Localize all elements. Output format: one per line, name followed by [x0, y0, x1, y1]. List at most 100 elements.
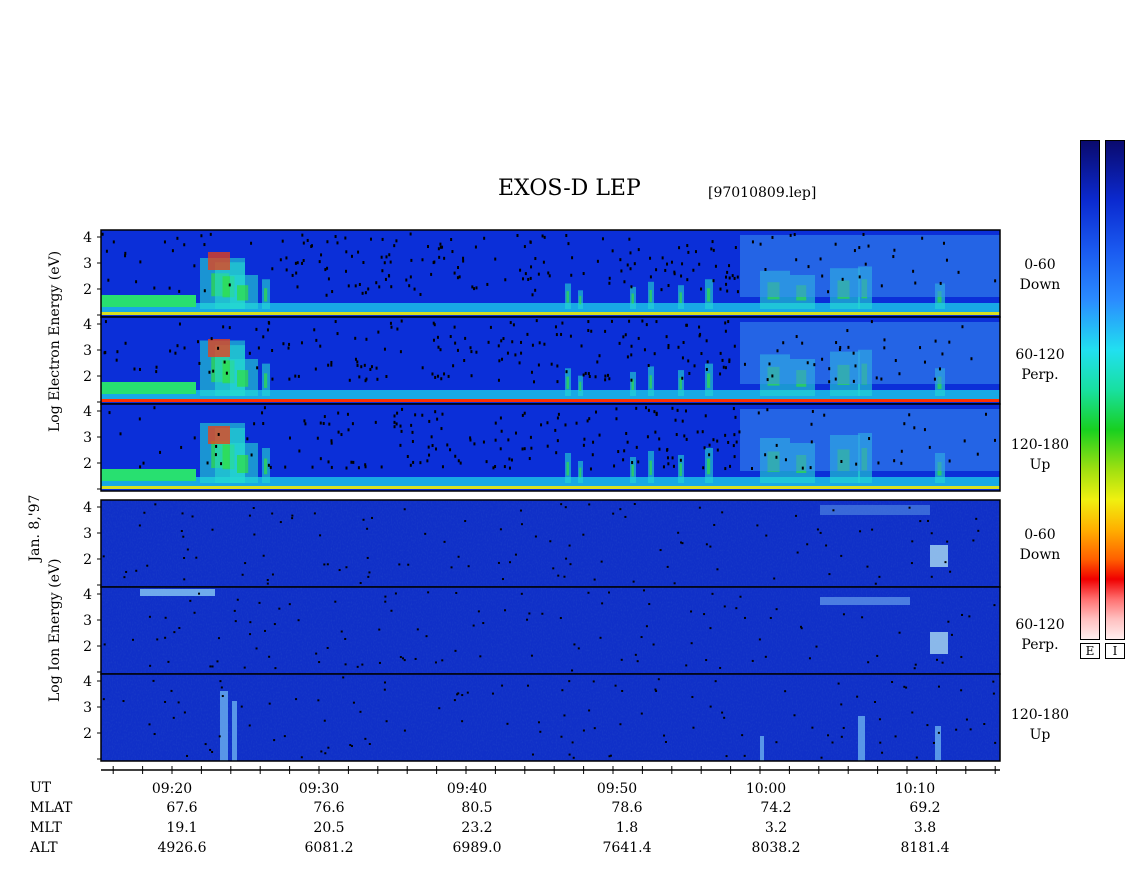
noise-dot — [409, 275, 412, 279]
noise-dot — [667, 284, 670, 288]
noise-dot — [878, 718, 881, 721]
noise-dot — [437, 345, 440, 349]
noise-dot — [334, 235, 337, 239]
noise-dot — [449, 448, 452, 452]
noise-dot — [434, 375, 437, 379]
noise-dot — [527, 277, 530, 281]
noise-dot — [948, 459, 951, 463]
noise-dot — [876, 654, 879, 657]
noise-dot — [719, 287, 722, 291]
noise-dot — [789, 233, 792, 237]
noise-dot — [626, 440, 629, 444]
noise-dot — [912, 269, 915, 273]
burst-core — [579, 467, 582, 478]
noise-dot — [454, 454, 457, 458]
noise-dot — [723, 716, 726, 719]
noise-dot — [594, 375, 597, 379]
noise-dot — [268, 702, 271, 705]
noise-dot — [191, 515, 194, 518]
noise-dot — [491, 692, 494, 695]
noise-dot — [439, 245, 442, 249]
noise-dot — [847, 345, 850, 349]
noise-dot — [457, 459, 460, 463]
noise-dot — [662, 465, 665, 469]
noise-dot — [541, 612, 544, 615]
noise-dot — [810, 440, 813, 444]
mlat-value: 74.2 — [760, 800, 792, 816]
noise-dot — [381, 237, 384, 241]
noise-dot — [640, 636, 643, 639]
noise-dot — [696, 430, 699, 434]
alt-value: 6081.2 — [304, 840, 354, 856]
burst-core — [566, 376, 569, 390]
noise-dot — [677, 345, 680, 349]
noise-dot — [501, 578, 504, 581]
noise-dot — [424, 532, 427, 535]
noise-dot — [236, 598, 239, 601]
noise-dot — [393, 420, 396, 424]
noise-dot — [961, 613, 964, 616]
noise-dot — [211, 528, 214, 531]
noise-dot — [361, 663, 364, 666]
noise-dot — [548, 274, 551, 278]
noise-dot — [877, 461, 880, 465]
noise-dot — [294, 261, 297, 265]
noise-dot — [133, 367, 136, 371]
noise-dot — [395, 422, 398, 426]
noise-dot — [615, 407, 618, 411]
noise-dot — [396, 327, 399, 331]
panel-label-i-perp: 60-120 Perp. — [1005, 615, 1075, 655]
noise-dot — [405, 278, 408, 282]
noise-dot — [314, 367, 317, 371]
alt-value: 8181.4 — [900, 840, 950, 856]
noise-dot — [350, 745, 353, 748]
noise-dot — [727, 320, 730, 324]
noise-dot — [324, 752, 327, 755]
noise-dot — [637, 460, 640, 464]
noise-dot — [664, 268, 667, 272]
noise-dot — [208, 370, 211, 374]
noise-dot — [932, 741, 935, 744]
noise-dot — [441, 412, 444, 416]
electron-axis-label: Log Electron Energy (eV) — [47, 251, 63, 432]
noise-dot — [394, 592, 397, 595]
noise-dot — [621, 689, 624, 692]
noise-dot — [561, 689, 564, 692]
noise-dot — [330, 363, 333, 367]
noise-dot — [957, 270, 960, 274]
noise-dot — [139, 260, 142, 264]
ion-panel-1: 4 3 2 — [83, 586, 1001, 675]
noise-dot — [846, 329, 849, 333]
noise-dot — [725, 755, 728, 758]
noise-dot — [634, 653, 637, 656]
noise-dot — [408, 284, 411, 288]
noise-dot — [326, 266, 329, 270]
noise-dot — [733, 433, 736, 437]
noise-dot — [646, 435, 649, 439]
noise-dot — [182, 535, 185, 538]
noise-dot — [376, 377, 379, 381]
noise-dot — [486, 282, 489, 286]
noise-dot — [582, 272, 585, 276]
noise-dot — [225, 371, 228, 375]
noise-dot — [501, 357, 504, 361]
noise-dot — [765, 534, 768, 537]
noise-dot — [359, 582, 362, 585]
noise-dot — [533, 380, 536, 384]
noise-dot — [587, 591, 590, 594]
noise-dot — [630, 344, 633, 348]
ion-axis-label: Log Ion Energy (eV) — [47, 559, 63, 702]
noise-dot — [724, 321, 727, 325]
noise-dot — [257, 346, 260, 350]
noise-dot — [390, 609, 393, 612]
noise-dot — [352, 701, 355, 704]
noise-dot — [267, 463, 270, 467]
noise-dot — [437, 247, 440, 251]
noise-dot — [630, 285, 633, 289]
noise-dot — [596, 259, 599, 263]
noise-dot — [688, 371, 691, 375]
noise-dot — [537, 363, 540, 367]
noise-dot — [475, 350, 478, 354]
noise-dot — [193, 264, 196, 268]
noise-dot — [174, 351, 177, 355]
